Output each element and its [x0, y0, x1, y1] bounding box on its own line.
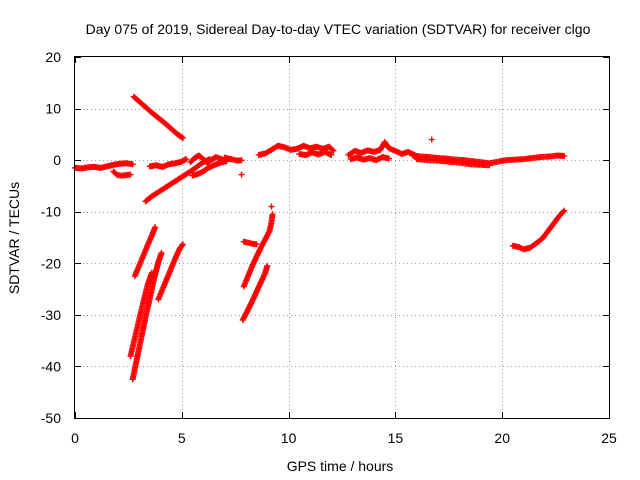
data-point	[127, 171, 134, 178]
data-marks	[72, 93, 568, 383]
data-point	[561, 153, 568, 160]
grid-lines	[75, 57, 609, 418]
x-tick-label: 5	[178, 430, 186, 446]
x-tick-label: 15	[388, 430, 404, 446]
series-arc-9-top	[268, 203, 275, 210]
x-axis-label: GPS time / hours	[287, 458, 394, 474]
data-point	[179, 242, 186, 249]
y-tick-label: -40	[41, 358, 61, 374]
data-point	[264, 262, 271, 269]
data-point	[148, 269, 155, 276]
series-arc-mid-zero-b	[296, 148, 335, 158]
y-tick-label: 20	[45, 49, 61, 65]
axis-ticks	[75, 57, 610, 419]
y-tick-labels: 20 10 0 -10 -20 -30 -40 -50	[41, 49, 61, 426]
data-point	[158, 249, 165, 256]
series-arc-desc-12	[130, 93, 186, 141]
series-arc-mid-zero	[255, 142, 337, 158]
data-point	[238, 157, 245, 164]
series-arc-late-zero-b	[413, 156, 493, 169]
data-point	[183, 156, 190, 163]
chart-title: Day 075 of 2019, Sidereal Day-to-day VTE…	[86, 21, 591, 37]
x-tick-labels: 0 5 10 15 20 25	[71, 430, 617, 446]
y-tick-label: -10	[41, 204, 61, 220]
data-point	[560, 208, 567, 215]
y-tick-label: 0	[53, 152, 61, 168]
series-arc-16-spike	[428, 136, 435, 143]
x-tick-label: 10	[281, 430, 297, 446]
data-point	[486, 162, 493, 169]
data-point	[178, 134, 185, 141]
data-point	[428, 136, 435, 143]
data-point	[253, 241, 260, 248]
data-point	[561, 207, 568, 214]
x-tick-label: 20	[494, 430, 510, 446]
series-arc-9-flat	[240, 238, 260, 248]
data-point	[152, 224, 159, 231]
y-tick-label: 10	[45, 101, 61, 117]
data-point	[238, 171, 245, 178]
series-arc-7-flat	[221, 154, 245, 164]
y-axis-label: SDTVAR / TECUs	[6, 182, 22, 294]
data-point	[385, 155, 392, 162]
series-arc-late-rise	[509, 207, 568, 253]
series-arc-steep-d	[155, 241, 186, 303]
x-tick-label: 25	[601, 430, 617, 446]
data-point	[330, 147, 337, 154]
series-arc-steep-b	[129, 249, 165, 383]
data-point	[329, 146, 336, 153]
data-point	[179, 241, 186, 248]
data-point	[268, 203, 275, 210]
data-point	[328, 151, 335, 158]
series-arc-wiggle-6	[187, 152, 228, 166]
series-arc-9-steep-b	[240, 211, 276, 290]
series-arc-steep-a	[131, 224, 159, 280]
data-point	[129, 161, 136, 168]
series-arc-cross-6	[189, 158, 230, 179]
series-arc-near-zero-3.5	[146, 156, 190, 170]
series-arc-13-15-b	[347, 154, 392, 164]
x-tick-label: 0	[71, 430, 79, 446]
series-arc-dip-1.8	[110, 168, 134, 179]
series-arc-7.8-low	[238, 171, 245, 178]
plot-frame	[74, 56, 610, 419]
series-arc-9-steep-a	[239, 262, 271, 324]
series-arc-steep-c	[127, 269, 155, 360]
data-point	[179, 134, 186, 141]
series-arc-early-zero	[72, 160, 136, 172]
data-point	[269, 211, 276, 218]
y-tick-label: -20	[41, 255, 61, 271]
y-tick-label: -50	[41, 410, 61, 426]
y-tick-label: -30	[41, 307, 61, 323]
